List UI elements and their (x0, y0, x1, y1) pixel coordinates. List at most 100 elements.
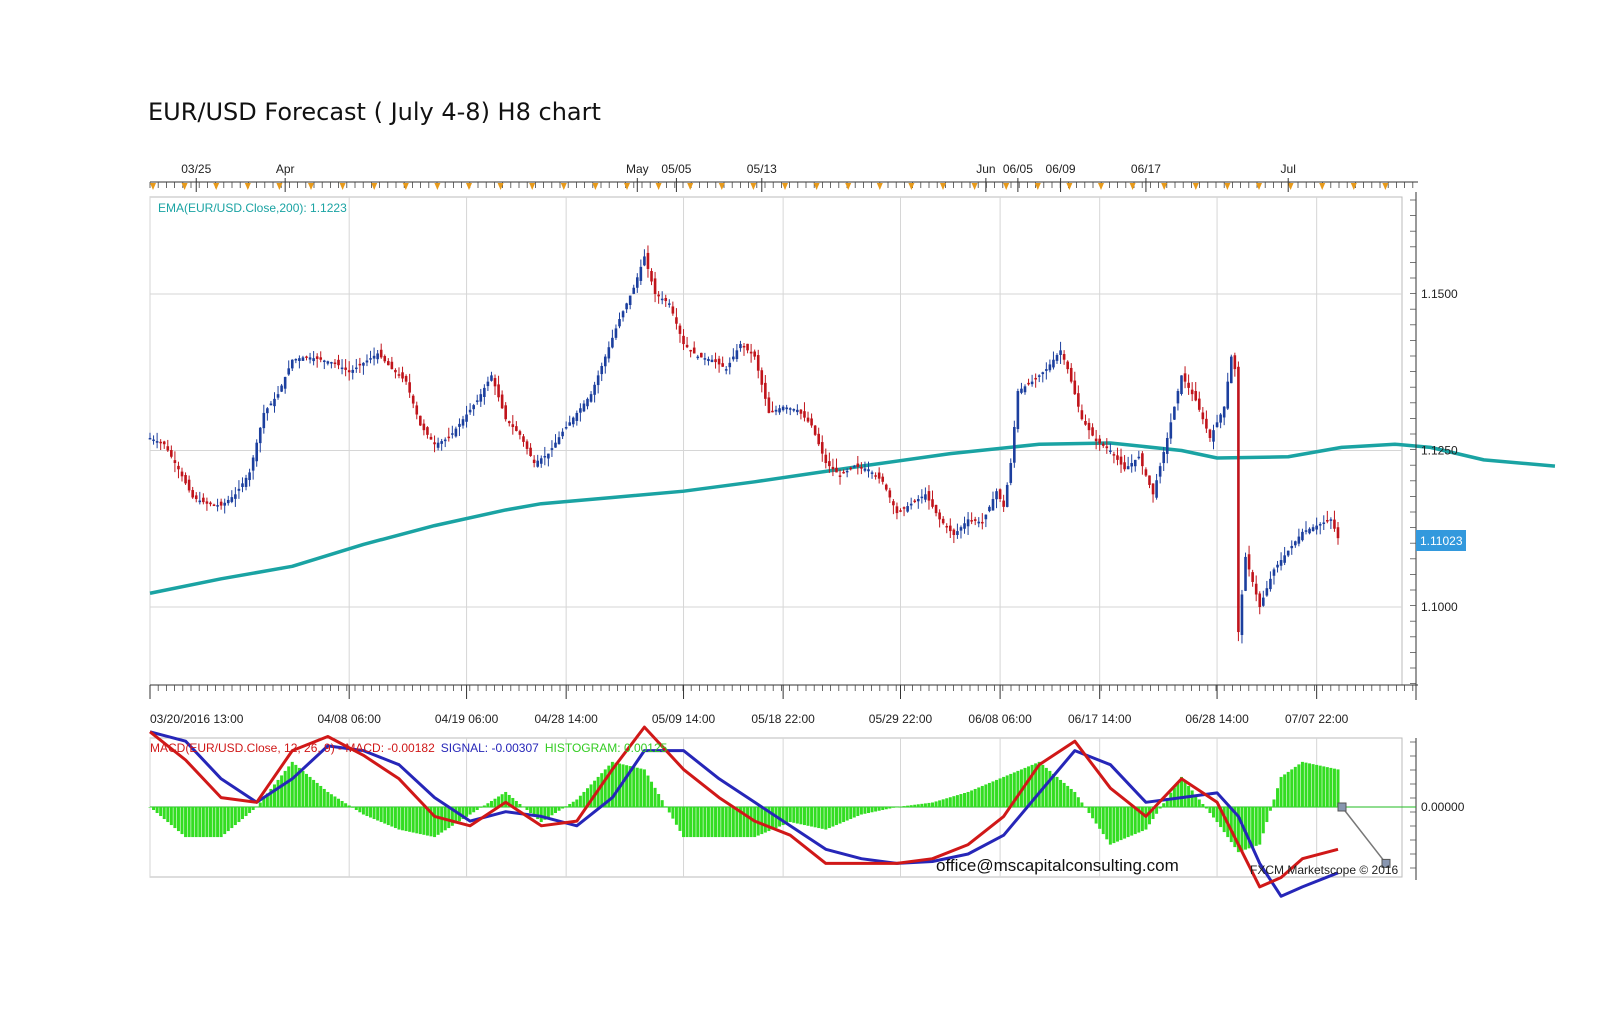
candle-body (379, 349, 383, 358)
top-axis-label: 05/05 (661, 162, 691, 176)
histogram-bar (810, 807, 814, 827)
top-axis-label: 06/17 (1131, 162, 1161, 176)
projection-start-handle (1337, 802, 1347, 812)
candle-body (433, 442, 436, 445)
histogram-bar (507, 794, 511, 807)
histogram-bar (1244, 807, 1248, 850)
candle (347, 361, 351, 381)
candle (1240, 589, 1244, 644)
histogram-bar (1108, 807, 1112, 845)
histogram-bar (1002, 776, 1006, 807)
candle-body (287, 368, 291, 375)
candle (991, 491, 995, 511)
candle (226, 495, 230, 506)
histogram-bar (778, 807, 782, 827)
macd-label-histogram: HISTOGRAM: 0.00125 (545, 741, 668, 755)
histogram-bar (290, 761, 294, 807)
histogram-bar (401, 807, 405, 831)
candle (959, 525, 963, 539)
candle-body (1311, 527, 1315, 532)
histogram-bar (1219, 807, 1223, 828)
candle (443, 437, 447, 448)
candle-body (550, 448, 554, 450)
candle-body (675, 317, 678, 324)
histogram-bar (642, 769, 646, 807)
candle-body (351, 369, 355, 373)
candle-body (322, 360, 326, 363)
candle (856, 455, 860, 475)
candle-body (205, 501, 209, 504)
candle-body (714, 359, 717, 363)
candle (308, 352, 312, 364)
histogram-bar (543, 807, 547, 820)
candle-body (1141, 453, 1144, 467)
top-axis-label: Jun (976, 162, 995, 176)
candle (927, 485, 931, 510)
candle-body (451, 433, 454, 435)
histogram-bar (1336, 769, 1340, 807)
candle (216, 498, 219, 512)
histogram-bar (653, 787, 657, 807)
candle-body (1336, 527, 1340, 539)
histogram-bar (1276, 788, 1280, 807)
histogram-bar (553, 807, 557, 814)
candle (1304, 521, 1308, 535)
candle (440, 438, 443, 451)
histogram-bar (340, 800, 344, 807)
candle-body (920, 496, 924, 499)
histogram-bar (856, 807, 860, 817)
candle-body (945, 525, 949, 528)
candle-body (660, 298, 664, 301)
candle-body (340, 367, 344, 370)
candle (298, 355, 301, 369)
bottom-axis-label: 06/17 14:00 (1068, 712, 1132, 726)
top-axis-marker (371, 183, 378, 190)
candle-body (525, 441, 529, 449)
histogram-bar (226, 807, 230, 832)
candle (1109, 443, 1112, 455)
histogram-bar (660, 800, 664, 807)
candle-body (184, 475, 187, 484)
candle (863, 461, 867, 473)
candle (205, 497, 209, 511)
candle-body (557, 437, 561, 445)
histogram-bar (411, 807, 415, 833)
candle-body (198, 500, 202, 503)
histogram-bar (1212, 807, 1216, 818)
histogram-bar (351, 807, 355, 808)
histogram-bar (1155, 807, 1159, 814)
candle (874, 472, 877, 480)
candle-body (600, 365, 604, 375)
histogram-bar (1204, 807, 1208, 809)
candle-body (230, 497, 234, 502)
histogram-bar (361, 807, 365, 815)
candle-body (372, 355, 376, 359)
candle (1215, 414, 1219, 428)
candle (635, 273, 639, 293)
histogram-bar (1140, 807, 1144, 832)
candle-body (223, 502, 226, 506)
histogram-bar (667, 807, 671, 813)
histogram-bar (344, 803, 348, 807)
candle (1333, 510, 1336, 532)
candle-body (564, 427, 568, 429)
candle-body (532, 459, 536, 464)
histogram-bar (1279, 776, 1283, 807)
histogram-bar (948, 797, 952, 807)
histogram-bar (1322, 766, 1326, 807)
candle (1311, 524, 1315, 532)
candle (1116, 447, 1119, 466)
candle (607, 341, 611, 363)
candle (828, 452, 831, 473)
candle (1222, 406, 1226, 426)
candle (383, 354, 387, 364)
histogram-bar (852, 807, 856, 818)
candle (902, 506, 906, 517)
histogram-bar (1201, 803, 1205, 807)
candle (269, 401, 273, 406)
candle (1258, 591, 1262, 615)
candle-body (376, 353, 379, 360)
candle (1272, 567, 1276, 585)
histogram-bar (1251, 807, 1255, 848)
candle-body (1265, 588, 1269, 596)
